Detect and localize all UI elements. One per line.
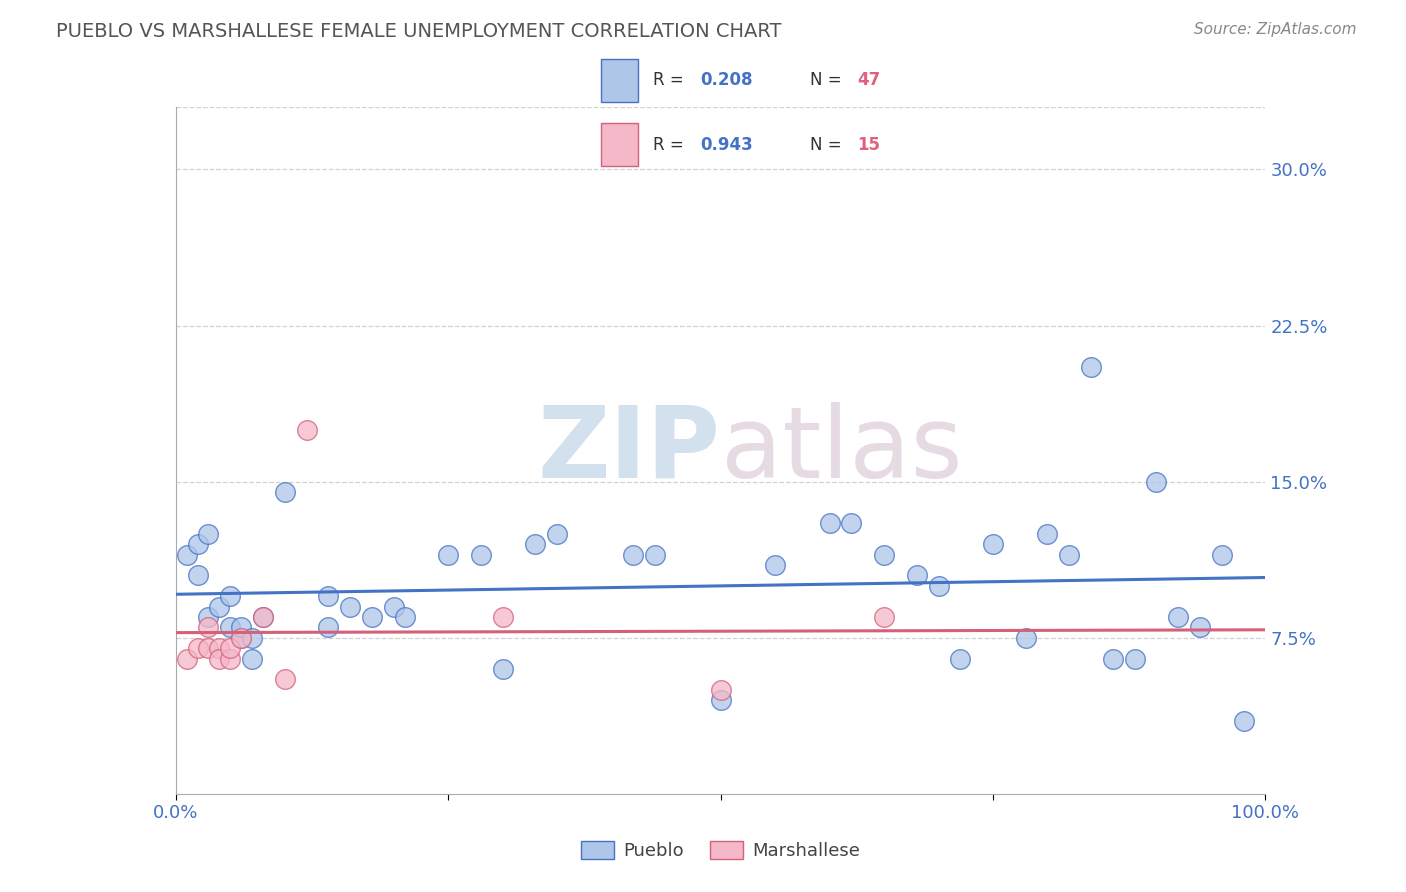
Text: Source: ZipAtlas.com: Source: ZipAtlas.com: [1194, 22, 1357, 37]
Point: [1015, 631, 1038, 645]
Point: [1146, 475, 1168, 489]
Point: [928, 579, 950, 593]
Point: [252, 610, 274, 624]
Point: [492, 610, 515, 624]
Point: [240, 631, 263, 645]
Point: [219, 620, 242, 634]
Point: [318, 620, 340, 634]
Point: [981, 537, 1004, 551]
Text: atlas: atlas: [721, 402, 962, 499]
Point: [905, 568, 928, 582]
Text: N =: N =: [810, 136, 846, 153]
Point: [208, 641, 231, 656]
Point: [231, 631, 253, 645]
Point: [621, 548, 644, 562]
Text: R =: R =: [652, 136, 689, 153]
Text: R =: R =: [652, 71, 689, 89]
Point: [1233, 714, 1256, 728]
Point: [208, 651, 231, 665]
Point: [176, 651, 198, 665]
Point: [208, 599, 231, 614]
Point: [240, 651, 263, 665]
Point: [1123, 651, 1146, 665]
Point: [295, 423, 318, 437]
Point: [1080, 360, 1102, 375]
Point: [1211, 548, 1233, 562]
Point: [710, 693, 733, 707]
Point: [231, 620, 253, 634]
Point: [949, 651, 972, 665]
Point: [763, 558, 786, 572]
Point: [219, 589, 242, 603]
Point: [231, 631, 253, 645]
Point: [274, 485, 297, 500]
Point: [186, 641, 209, 656]
Text: 0.208: 0.208: [700, 71, 752, 89]
Point: [176, 548, 198, 562]
Point: [339, 599, 361, 614]
Point: [644, 548, 666, 562]
Point: [197, 641, 219, 656]
Point: [1059, 548, 1081, 562]
Point: [197, 620, 219, 634]
Point: [219, 641, 242, 656]
Legend: Pueblo, Marshallese: Pueblo, Marshallese: [574, 833, 868, 867]
Point: [1102, 651, 1125, 665]
Point: [1167, 610, 1189, 624]
Point: [219, 651, 242, 665]
Point: [546, 526, 568, 541]
Point: [197, 610, 219, 624]
FancyBboxPatch shape: [602, 59, 638, 102]
Text: N =: N =: [810, 71, 846, 89]
Text: 0.943: 0.943: [700, 136, 754, 153]
Point: [361, 610, 384, 624]
Text: PUEBLO VS MARSHALLESE FEMALE UNEMPLOYMENT CORRELATION CHART: PUEBLO VS MARSHALLESE FEMALE UNEMPLOYMEN…: [56, 22, 782, 41]
Point: [186, 568, 209, 582]
Point: [252, 610, 274, 624]
Point: [524, 537, 547, 551]
Text: 15: 15: [858, 136, 880, 153]
FancyBboxPatch shape: [602, 123, 638, 166]
Point: [841, 516, 863, 531]
Point: [873, 610, 896, 624]
Point: [318, 589, 340, 603]
Point: [818, 516, 841, 531]
Text: ZIP: ZIP: [537, 402, 721, 499]
Point: [1036, 526, 1059, 541]
Point: [274, 673, 297, 687]
Point: [186, 537, 209, 551]
Point: [382, 599, 405, 614]
Point: [492, 662, 515, 676]
Point: [470, 548, 492, 562]
Point: [1189, 620, 1212, 634]
Point: [710, 682, 733, 697]
Point: [394, 610, 416, 624]
Text: 47: 47: [858, 71, 880, 89]
Point: [437, 548, 460, 562]
Point: [197, 526, 219, 541]
Point: [873, 548, 896, 562]
